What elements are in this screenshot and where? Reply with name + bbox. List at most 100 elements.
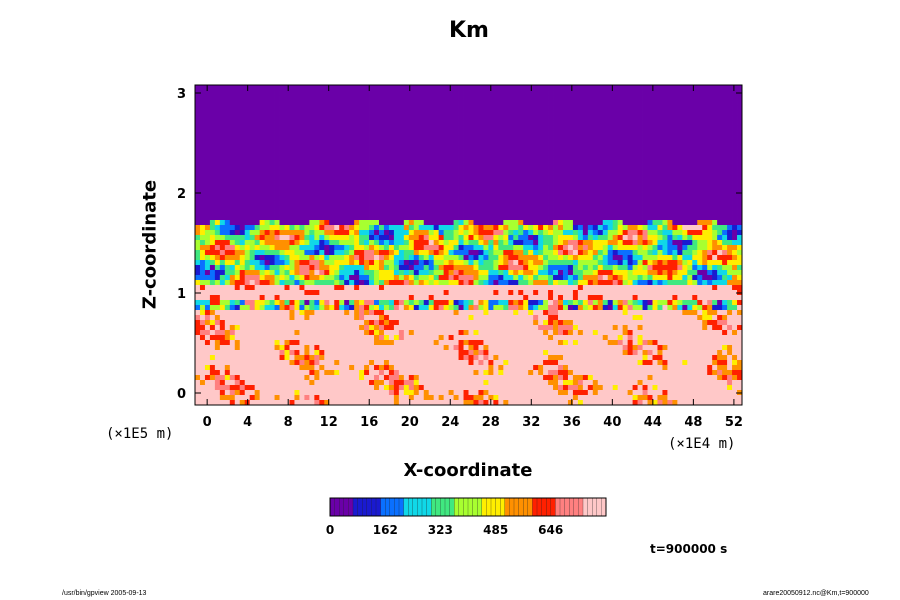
heatmap-cell (533, 165, 539, 171)
heatmap-cell (418, 255, 425, 261)
heatmap-cell (627, 120, 633, 126)
heatmap-cell (244, 200, 251, 206)
heatmap-cell (582, 160, 589, 166)
heatmap-cell (349, 310, 355, 316)
heatmap-cell (428, 235, 435, 241)
heatmap-cell (543, 295, 549, 301)
heatmap-cell (304, 100, 310, 106)
heatmap-cell (702, 220, 708, 226)
heatmap-cell (259, 210, 266, 216)
heatmap-cell (289, 90, 295, 96)
heatmap-cell (528, 195, 534, 201)
heatmap-cell (264, 85, 270, 91)
heatmap-cell (652, 235, 658, 241)
heatmap-cell (229, 180, 236, 186)
heatmap-cell (647, 180, 653, 186)
heatmap-cell (732, 240, 738, 246)
heatmap-cell (329, 240, 335, 246)
heatmap-cell (254, 190, 261, 196)
heatmap-cell (219, 285, 226, 291)
heatmap-cell (354, 310, 360, 316)
heatmap-cell (528, 230, 534, 236)
heatmap-cell (199, 310, 206, 316)
heatmap-cell (602, 190, 609, 196)
heatmap-cell (622, 290, 629, 296)
heatmap-cell (383, 255, 390, 261)
heatmap-cell (697, 205, 703, 211)
heatmap-cell (448, 205, 454, 211)
heatmap-cell (369, 105, 375, 111)
heatmap-cell (682, 140, 688, 146)
heatmap-cell (314, 225, 320, 231)
heatmap-cell (672, 240, 678, 246)
heatmap-cell (209, 180, 216, 186)
heatmap-cell (249, 305, 256, 311)
heatmap-cell (577, 175, 584, 181)
heatmap-cell (294, 95, 300, 101)
heatmap-cell (403, 280, 410, 286)
heatmap-cell (195, 105, 201, 111)
heatmap-cell (627, 160, 633, 166)
heatmap-cell (393, 155, 400, 161)
heatmap-cell (498, 190, 504, 196)
heatmap-cell (543, 125, 549, 131)
heatmap-cell (602, 285, 609, 291)
heatmap-cell (737, 265, 743, 271)
heatmap-cell (737, 170, 743, 176)
heatmap-cell (582, 205, 589, 211)
heatmap-cell (657, 125, 663, 131)
heatmap-cell (637, 300, 643, 306)
heatmap-cell (388, 165, 395, 171)
heatmap-cell (364, 310, 370, 316)
heatmap-cell (553, 105, 559, 111)
heatmap-cell (707, 205, 713, 211)
heatmap-cell (612, 90, 619, 96)
heatmap-cell (254, 265, 261, 271)
heatmap-cell (572, 110, 579, 116)
heatmap-cell (657, 250, 663, 256)
heatmap-cell (727, 130, 733, 136)
heatmap-cell (463, 95, 469, 101)
heatmap-cell (667, 120, 673, 126)
heatmap-cell (562, 305, 569, 311)
heatmap-cell (418, 260, 425, 266)
heatmap-cell (508, 160, 514, 166)
heatmap-cell (508, 290, 514, 296)
heatmap-cell (264, 295, 270, 301)
heatmap-cell (259, 130, 266, 136)
heatmap-cell (652, 175, 658, 181)
heatmap-cell (209, 225, 216, 231)
heatmap-cell (418, 215, 425, 221)
heatmap-cell (369, 85, 375, 91)
heatmap-cell (468, 255, 474, 261)
heatmap-cell (279, 290, 285, 296)
heatmap-cell (304, 290, 310, 296)
heatmap-cell (548, 105, 554, 111)
heatmap-cell (662, 260, 668, 266)
heatmap-cell (498, 145, 504, 151)
heatmap-cell (567, 210, 574, 216)
heatmap-cell (458, 255, 464, 261)
heatmap-cell (334, 295, 340, 301)
heatmap-cell (299, 95, 305, 101)
heatmap-cell (393, 230, 400, 236)
heatmap-cell (617, 235, 624, 241)
heatmap-cell (388, 300, 395, 306)
heatmap-cell (294, 90, 300, 96)
heatmap-cell (518, 185, 524, 191)
heatmap-cell (269, 180, 275, 186)
heatmap-cell (388, 195, 395, 201)
heatmap-cell (254, 205, 261, 211)
heatmap-cell (503, 145, 509, 151)
heatmap-cell (359, 110, 365, 116)
heatmap-cell (383, 150, 390, 156)
heatmap-cell (687, 165, 693, 171)
heatmap-cell (712, 125, 718, 131)
heatmap-cell (239, 90, 246, 96)
heatmap-cell (652, 165, 658, 171)
heatmap-cell (249, 215, 256, 221)
heatmap-cell (717, 105, 723, 111)
heatmap-cell (314, 235, 320, 241)
heatmap-cell (518, 260, 524, 266)
heatmap-cell (602, 205, 609, 211)
